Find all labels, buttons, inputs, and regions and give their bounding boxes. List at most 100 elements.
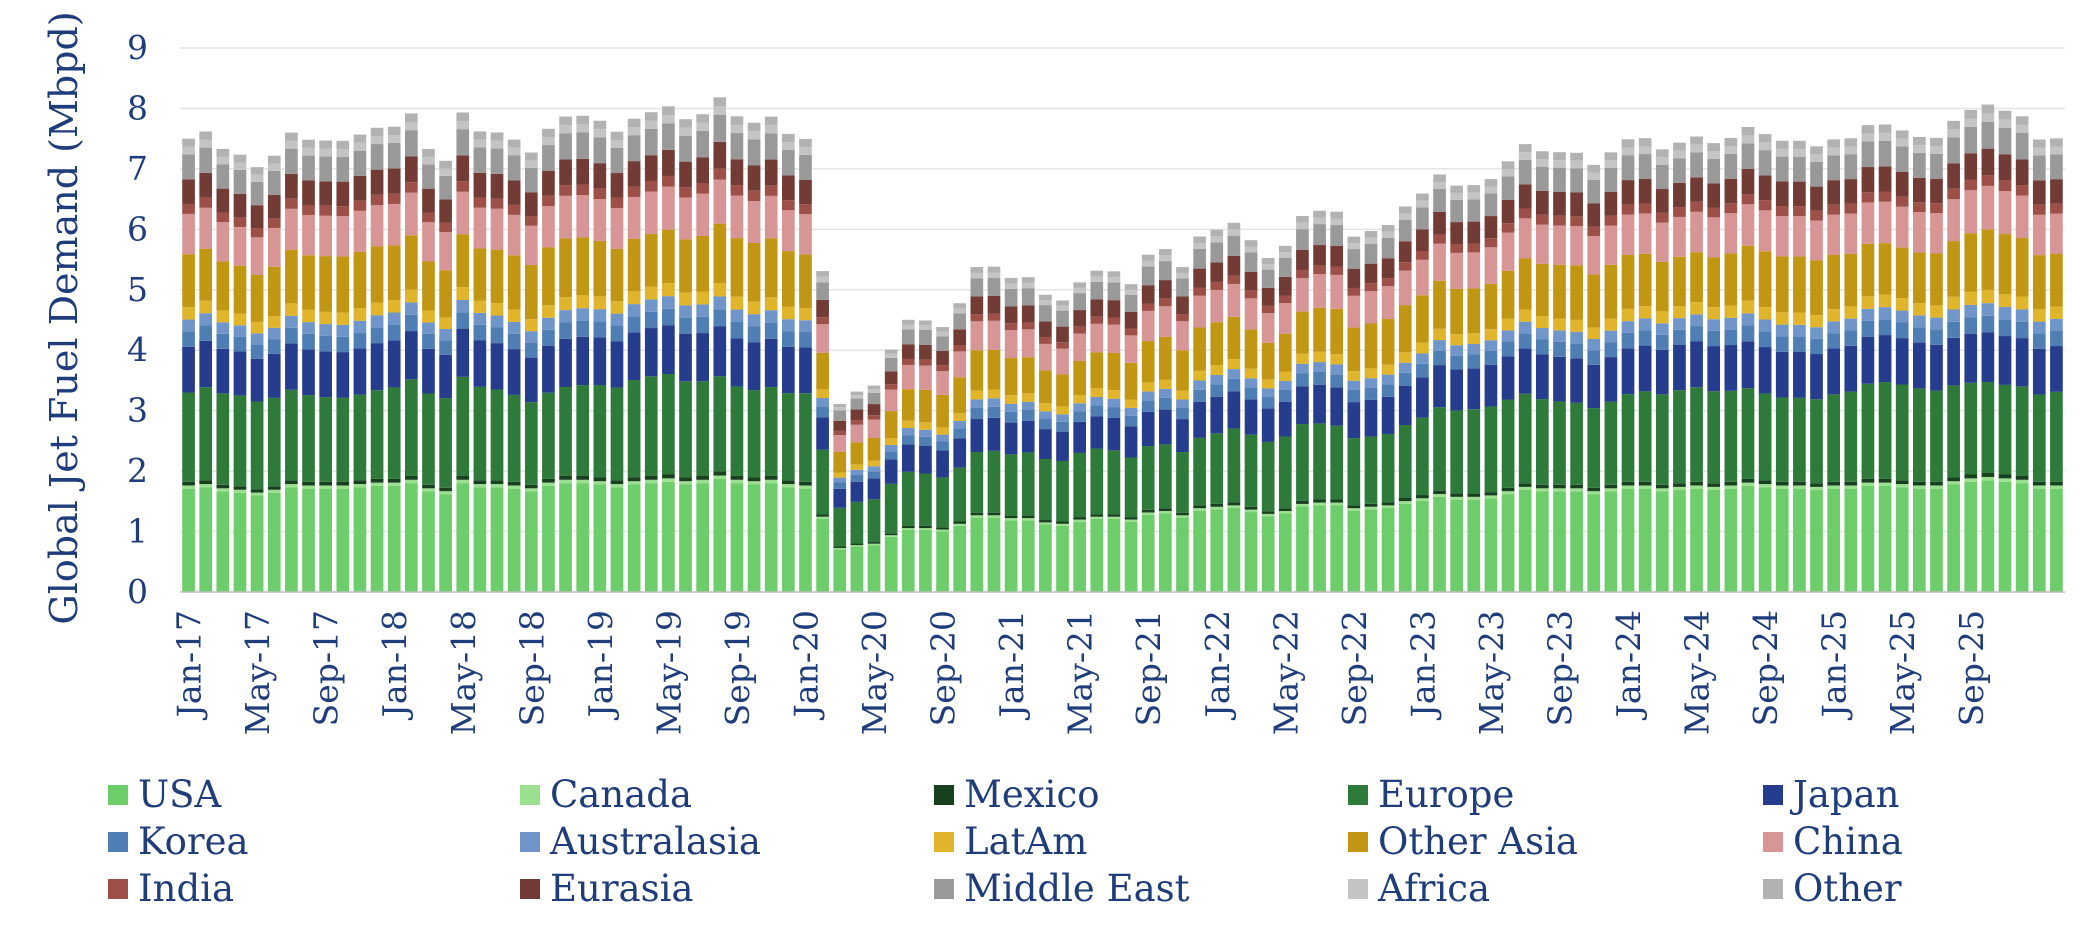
bar-segment-latam	[953, 413, 967, 422]
bar-segment-other	[1518, 144, 1532, 153]
legend-label: Japan	[1793, 773, 1900, 816]
bar-segment-other-asia	[747, 243, 761, 302]
bar-segment-india	[1501, 223, 1515, 233]
bar-Nov-20	[970, 267, 984, 592]
bar-segment-europe	[867, 499, 881, 543]
bar-segment-eurasia	[216, 188, 230, 213]
bar-segment-china	[1758, 210, 1772, 252]
bar-segment-other	[747, 122, 761, 132]
bar-segment-canada	[1261, 513, 1275, 517]
bar-segment-australasia	[267, 327, 281, 340]
bar-segment-australasia	[644, 299, 658, 312]
bar-segment-latam	[1176, 390, 1189, 400]
bar-segment-korea	[1947, 321, 1960, 338]
bar-segment-middle-east	[1364, 243, 1378, 264]
bar-segment-eurasia	[730, 159, 744, 186]
bar-segment-europe	[302, 395, 315, 482]
bar-segment-europe	[422, 393, 435, 485]
bar-segment-eurasia	[1638, 179, 1652, 204]
bar-segment-mexico	[901, 525, 915, 529]
bar-Jul-21	[1107, 271, 1121, 592]
bar-segment-australasia	[456, 299, 470, 313]
bar-segment-india	[302, 204, 315, 215]
bar-segment-japan	[559, 338, 572, 387]
bar-segment-africa	[1330, 218, 1344, 226]
bar-Apr-21	[1056, 300, 1069, 592]
bar-segment-china	[370, 205, 384, 247]
bar-segment-australasia	[1381, 374, 1395, 385]
bar-segment-latam	[610, 301, 624, 314]
bar-segment-canada	[542, 482, 555, 486]
bar-segment-mexico	[2050, 481, 2063, 486]
bar-segment-latam	[696, 291, 709, 305]
bar-segment-australasia	[319, 324, 332, 336]
bar-segment-europe	[1793, 397, 1806, 482]
bar-segment-other	[901, 319, 915, 325]
bar-segment-other	[1021, 277, 1035, 283]
bar-segment-mexico	[422, 484, 435, 489]
bar-segment-middle-east	[1964, 126, 1978, 154]
bar-segment-china	[524, 225, 538, 266]
bar-segment-other	[1621, 139, 1635, 148]
bar-segment-korea	[1570, 343, 1583, 359]
bar-segment-middle-east	[1039, 305, 1052, 322]
bar-segment-africa	[953, 308, 967, 314]
bar-segment-latam	[1313, 351, 1326, 363]
bar-segment-middle-east	[1313, 224, 1326, 246]
y-tick-label: 6	[127, 209, 148, 248]
bar-segment-india	[456, 181, 470, 192]
bar-segment-australasia	[1278, 381, 1292, 390]
bar-segment-usa	[2032, 488, 2046, 592]
x-tick-label: May-22	[1266, 610, 1305, 735]
bar-segment-other	[1981, 104, 1995, 114]
bar-segment-japan	[970, 419, 984, 452]
bar-Aug-24	[1741, 127, 1755, 592]
bar-segment-japan	[1159, 409, 1172, 445]
bar-segment-africa	[2050, 146, 2063, 155]
bar-segment-china	[799, 214, 812, 255]
bar-segment-australasia	[833, 477, 847, 483]
bar-segment-canada	[1827, 485, 1840, 489]
bar-segment-japan	[233, 351, 247, 396]
bar-segment-africa	[1878, 132, 1892, 141]
bar-segment-usa	[593, 484, 607, 592]
bar-segment-africa	[199, 139, 213, 148]
bar-segment-other-asia	[387, 245, 401, 300]
bar-segment-africa	[1381, 231, 1395, 238]
bar-segment-europe	[593, 385, 607, 478]
bar-segment-canada	[1210, 506, 1224, 510]
bar-segment-mexico	[764, 475, 778, 480]
bar-segment-canada	[353, 484, 367, 488]
bar-segment-india	[764, 185, 778, 196]
bar-segment-middle-east	[1570, 168, 1583, 193]
bar-segment-middle-east	[987, 278, 1001, 296]
bar-segment-canada	[970, 515, 984, 518]
bar-Oct-18	[542, 128, 555, 592]
legend-swatch	[1348, 878, 1368, 899]
bar-segment-canada	[1655, 488, 1669, 492]
bar-segment-japan	[1021, 420, 1035, 453]
bar-Sep-17	[319, 140, 332, 592]
bar-segment-usa	[576, 483, 590, 592]
bar-segment-korea	[1775, 336, 1789, 352]
bar-segment-canada	[1913, 485, 1926, 489]
bar-segment-usa	[987, 517, 1001, 592]
bar-segment-eurasia	[1039, 321, 1052, 338]
bar-segment-latam	[662, 283, 675, 297]
bar-segment-japan	[216, 348, 230, 394]
bar-segment-africa	[1227, 229, 1241, 236]
bar-segment-canada	[1793, 485, 1806, 489]
bar-segment-china	[1844, 213, 1858, 254]
bar-segment-korea	[1416, 363, 1429, 378]
bar-segment-japan	[576, 336, 590, 386]
bar-segment-eurasia	[679, 161, 692, 188]
bar-segment-australasia	[696, 304, 709, 317]
bar-Feb-20	[816, 271, 829, 592]
bar-segment-australasia	[1056, 414, 1069, 422]
bar-segment-china	[1947, 199, 1960, 242]
bar-segment-korea	[353, 332, 367, 349]
bar-segment-eurasia	[473, 172, 487, 198]
bar-segment-mexico	[1810, 483, 1823, 487]
bar-segment-korea	[593, 321, 607, 338]
bar-segment-australasia	[1655, 323, 1669, 335]
